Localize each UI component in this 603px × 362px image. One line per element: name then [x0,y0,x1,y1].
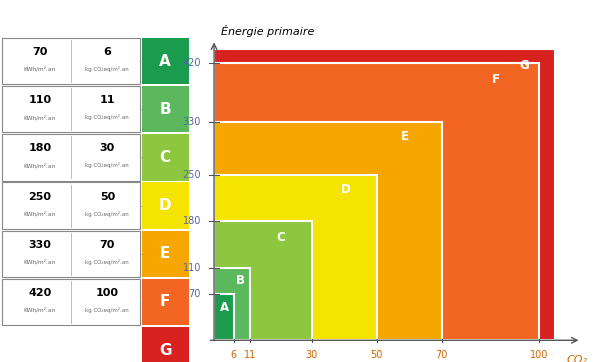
Text: 100: 100 [530,350,548,359]
Text: KWh/m².an: KWh/m².an [24,66,56,72]
Text: A: A [219,300,229,313]
Bar [214,294,233,340]
Text: kg CO₂eq/m².an: kg CO₂eq/m².an [86,307,129,313]
Text: KWh/m².an: KWh/m².an [24,163,56,168]
Text: C: C [160,150,171,165]
Text: G: G [159,342,171,358]
FancyBboxPatch shape [142,134,189,181]
Text: kg CO₂eq/m².an: kg CO₂eq/m².an [86,259,129,265]
Text: 420: 420 [183,58,201,68]
Text: E: E [401,130,409,143]
Bar [214,268,250,340]
Text: 70: 70 [189,289,201,299]
Text: kg CO₂eq/m².an: kg CO₂eq/m².an [86,211,129,216]
Text: KWh/m².an: KWh/m².an [24,211,56,216]
Text: KWh/m².an: KWh/m².an [24,307,56,313]
Text: kg CO₂eq/m².an: kg CO₂eq/m².an [86,163,129,168]
FancyBboxPatch shape [142,231,189,277]
Text: 70: 70 [32,47,48,57]
Text: 11: 11 [244,350,256,359]
FancyBboxPatch shape [2,38,140,84]
Text: 30: 30 [306,350,318,359]
Text: 11: 11 [99,95,115,105]
FancyBboxPatch shape [142,279,189,325]
FancyBboxPatch shape [142,327,189,362]
Text: 420: 420 [28,288,51,298]
Text: 70: 70 [99,240,115,250]
Text: 330: 330 [28,240,51,250]
Text: kg CO₂eq/m².an: kg CO₂eq/m².an [86,66,129,72]
FancyBboxPatch shape [2,279,140,325]
Bar [214,175,377,340]
Text: C: C [277,231,286,244]
Text: CO₂: CO₂ [567,355,588,362]
Bar [214,63,539,340]
Text: B: B [236,274,245,287]
Text: D: D [159,198,172,213]
Text: 250: 250 [183,170,201,180]
Text: KWh/m².an: KWh/m².an [24,114,56,120]
Text: D: D [341,183,350,196]
Text: 110: 110 [183,262,201,273]
Bar [214,122,441,340]
Text: 30: 30 [99,143,115,153]
FancyBboxPatch shape [2,86,140,132]
Text: KWh/m².an: KWh/m².an [24,259,56,265]
Text: 330: 330 [183,117,201,127]
FancyBboxPatch shape [142,182,189,229]
FancyBboxPatch shape [142,38,189,84]
Text: 50: 50 [99,191,115,202]
Text: 250: 250 [28,191,51,202]
Text: 100: 100 [96,288,119,298]
FancyBboxPatch shape [142,86,189,132]
Text: A: A [159,54,171,69]
Bar [214,221,312,340]
Text: E: E [160,246,171,261]
Text: 6: 6 [230,350,236,359]
Text: 6: 6 [103,47,112,57]
FancyBboxPatch shape [2,231,140,277]
Text: 50: 50 [370,350,383,359]
Text: kg CO₂eq/m².an: kg CO₂eq/m².an [86,114,129,120]
FancyBboxPatch shape [2,182,140,229]
Text: B: B [159,102,171,117]
Text: F: F [492,72,500,85]
Text: F: F [160,294,171,310]
Text: G: G [520,59,529,72]
Text: Énergie primaire: Énergie primaire [221,25,314,37]
Text: 70: 70 [435,350,448,359]
Text: 180: 180 [28,143,51,153]
Text: 180: 180 [183,216,201,226]
Text: 110: 110 [28,95,51,105]
FancyBboxPatch shape [2,134,140,181]
